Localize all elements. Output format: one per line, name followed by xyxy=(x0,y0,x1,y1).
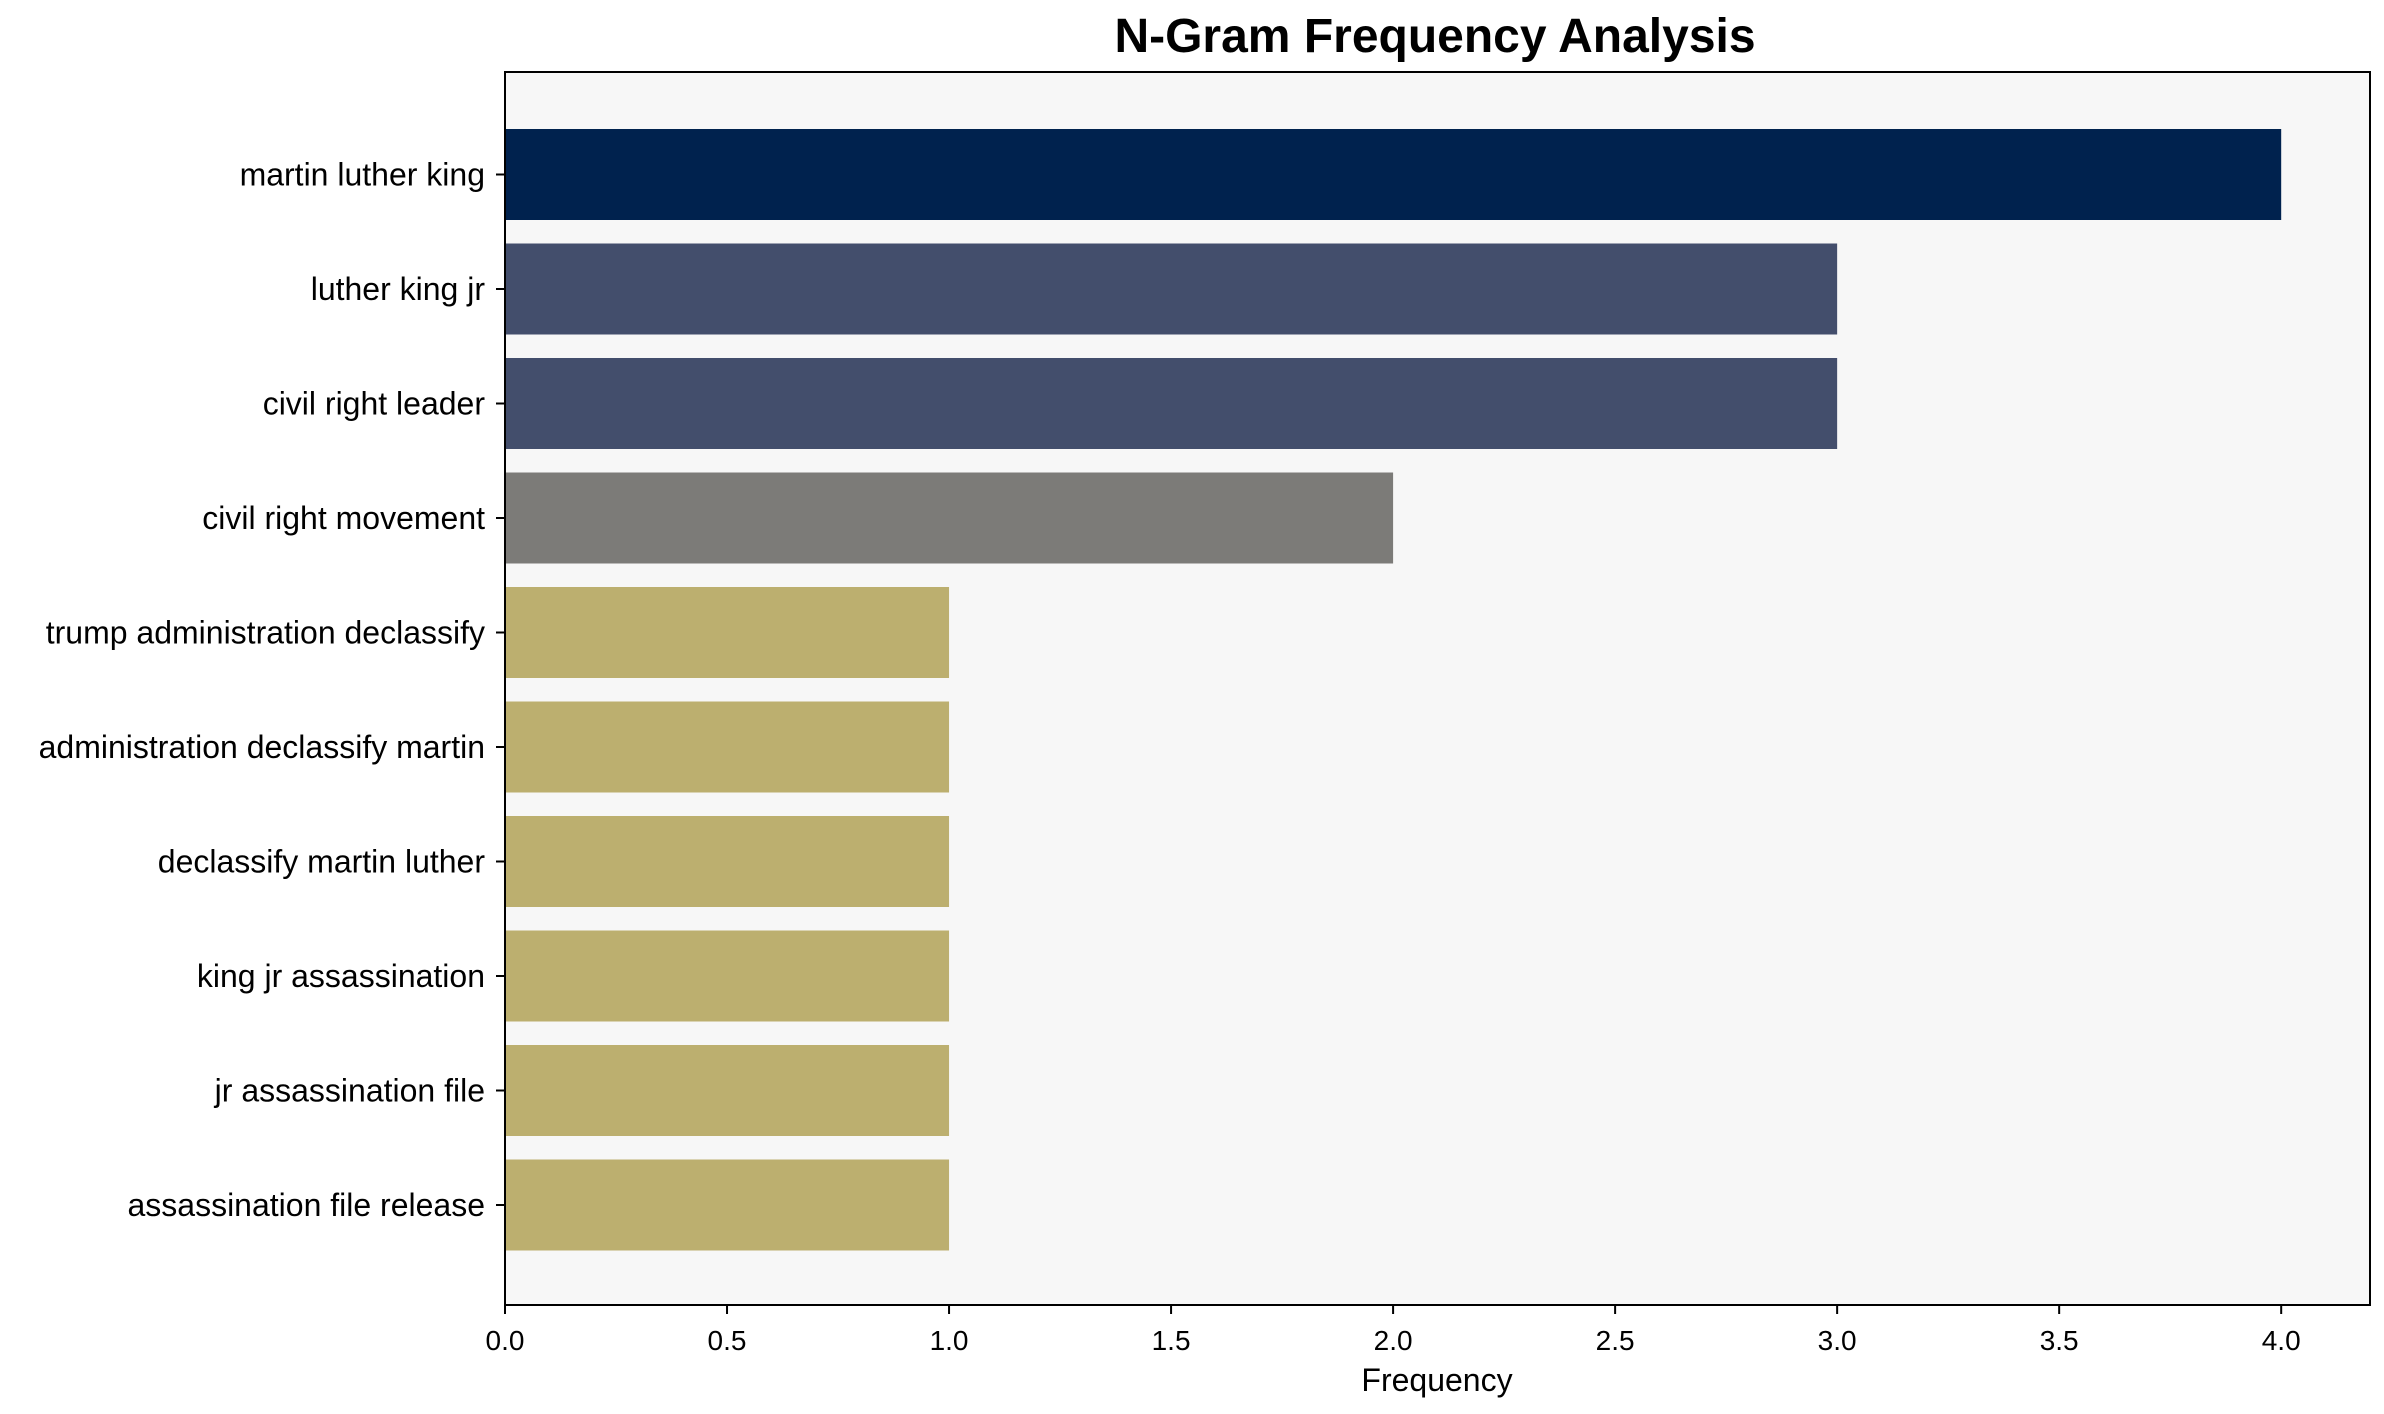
category-label: administration declassify martin xyxy=(39,729,485,765)
category-label: trump administration declassify xyxy=(46,615,485,651)
category-label: luther king jr xyxy=(311,271,486,307)
bar xyxy=(505,243,1838,335)
bars-layer xyxy=(505,129,2282,1251)
x-axis-title: Frequency xyxy=(1361,1362,1512,1398)
category-label: martin luther king xyxy=(240,157,485,193)
x-tick-label: 3.0 xyxy=(1818,1325,1857,1356)
category-label: king jr assassination xyxy=(197,958,485,994)
x-tick-label: 2.5 xyxy=(1596,1325,1635,1356)
x-tick-label: 3.5 xyxy=(2040,1325,2079,1356)
category-label: civil right movement xyxy=(202,500,485,536)
x-tick-label: 0.0 xyxy=(486,1325,525,1356)
x-tick-label: 4.0 xyxy=(2262,1325,2301,1356)
chart-title: N-Gram Frequency Analysis xyxy=(1114,10,1755,63)
bar xyxy=(505,816,950,907)
x-tick-label: 1.0 xyxy=(930,1325,969,1356)
bar xyxy=(505,1159,950,1251)
category-label: civil right leader xyxy=(263,386,486,422)
category-label: jr assassination file xyxy=(214,1073,485,1109)
plot-frame xyxy=(504,71,2371,1306)
x-tick-label: 2.0 xyxy=(1374,1325,1413,1356)
category-labels: martin luther king luther king jr civil ri… xyxy=(39,157,505,1223)
bar xyxy=(505,472,1394,564)
x-tick-label: 0.5 xyxy=(708,1325,747,1356)
x-tick-label: 1.5 xyxy=(1152,1325,1191,1356)
bar xyxy=(505,1045,950,1136)
bar xyxy=(505,930,950,1022)
bar xyxy=(505,129,2282,220)
bar xyxy=(505,587,950,678)
x-axis: 0.0 0.5 1.0 1.5 2.0 2.5 3.0 3.5 4.0 xyxy=(486,1305,2301,1356)
category-label: assassination file release xyxy=(127,1187,485,1223)
category-label: declassify martin luther xyxy=(158,844,486,880)
bar xyxy=(505,358,1838,449)
bar xyxy=(505,701,950,793)
